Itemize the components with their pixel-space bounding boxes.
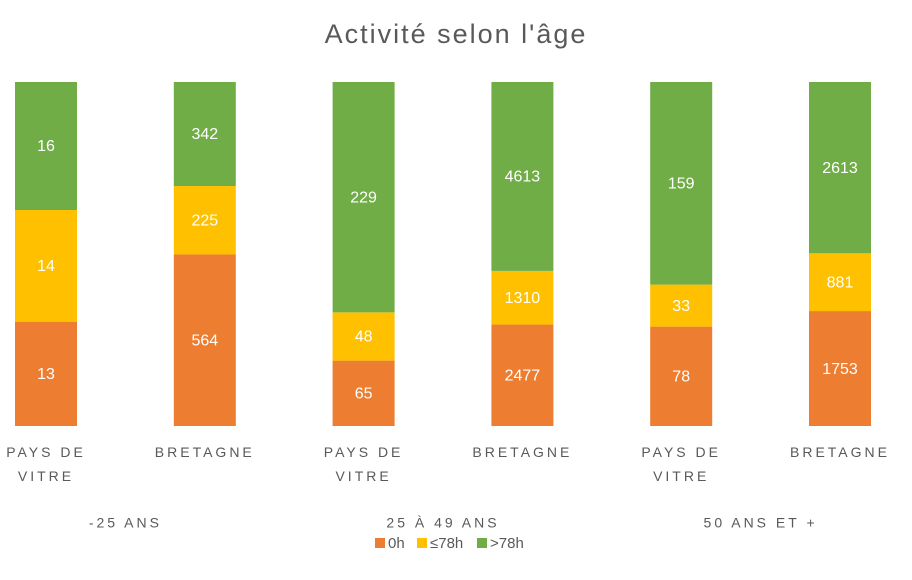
- group-label: -25 ANS: [89, 515, 162, 531]
- x-tick-label: PAYS DE VITRE: [323, 444, 404, 484]
- legend-label: ≤78h: [430, 535, 463, 552]
- bar-segment: [332, 312, 395, 361]
- bar-segment: [173, 82, 236, 187]
- bar-segment: [332, 82, 395, 313]
- x-tick-label: BRETAGNE: [472, 444, 573, 460]
- data-label: 2613: [822, 160, 858, 177]
- legend-swatch: [375, 538, 385, 548]
- data-label: 33: [672, 298, 690, 315]
- bar-segment: [650, 82, 713, 285]
- legend-label: 0h: [388, 535, 405, 552]
- bar-segment: [491, 82, 554, 271]
- bar-segment: [15, 322, 77, 426]
- bar-segment: [809, 82, 871, 254]
- bar-segment: [173, 186, 236, 255]
- x-tick-label: PAYS DE VITRE: [6, 444, 86, 484]
- data-label: 1753: [822, 361, 858, 378]
- x-label-box: BRETAGNE: [472, 444, 573, 460]
- data-label: 881: [827, 274, 854, 291]
- data-label: 4613: [505, 169, 541, 186]
- group-label: 25 À 49 ANS: [386, 515, 499, 531]
- data-label: 2477: [505, 367, 541, 384]
- data-label: 13: [37, 366, 55, 383]
- data-label: 16: [37, 138, 55, 155]
- x-label-box: PAYS DE VITRE: [641, 444, 721, 484]
- group-label: 50 ANS ET +: [704, 515, 818, 531]
- x-tick-label: BRETAGNE: [154, 444, 255, 460]
- bar-segment: [650, 284, 713, 327]
- x-tick-label: PAYS DE VITRE: [641, 444, 721, 484]
- data-label: 159: [668, 176, 695, 193]
- data-label: 65: [355, 386, 373, 403]
- x-label-box: PAYS DE VITRE: [323, 444, 404, 484]
- bar-segment: [491, 324, 554, 426]
- data-label: 225: [191, 212, 218, 229]
- bar-segment: [650, 326, 713, 426]
- data-label: 1310: [505, 290, 541, 307]
- bar-segment: [15, 82, 77, 210]
- x-label-box: BRETAGNE: [790, 444, 890, 460]
- data-label: 229: [350, 189, 377, 206]
- x-tick-label: BRETAGNE: [790, 444, 890, 460]
- data-label: 14: [37, 258, 55, 275]
- bar-segment: [173, 254, 236, 426]
- bar-segment: [491, 270, 554, 325]
- x-label-box: PAYS DE VITRE: [6, 444, 86, 484]
- bar-segment: [15, 210, 77, 322]
- x-label-box: BRETAGNE: [154, 444, 255, 460]
- data-label: 48: [355, 329, 373, 346]
- legend-swatch: [417, 538, 427, 548]
- bar-segment: [809, 311, 871, 426]
- bar-segment: [809, 253, 871, 312]
- legend-swatch: [477, 538, 487, 548]
- legend-label: >78h: [490, 535, 524, 552]
- data-label: 342: [191, 126, 218, 143]
- data-label: 78: [672, 369, 690, 386]
- bar-segment: [332, 360, 395, 426]
- data-label: 564: [191, 332, 218, 349]
- chart-title: Activité selon l'âge: [325, 19, 588, 49]
